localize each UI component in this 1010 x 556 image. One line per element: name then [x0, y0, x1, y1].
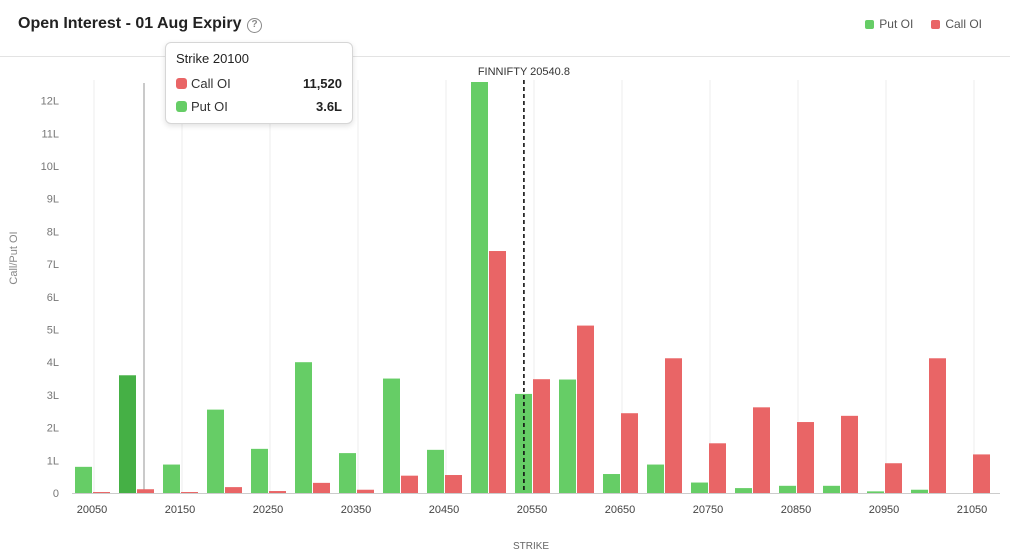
put-oi-bar-21000: [911, 489, 928, 493]
put-oi-bar-20900: [823, 485, 840, 493]
call-oi-bar-20700: [665, 358, 682, 493]
put-oi-bar-20250: [251, 448, 268, 493]
call-oi-bar-20050: [93, 492, 110, 494]
x-tick-label: 21050: [957, 504, 988, 516]
x-tick-label: 20050: [77, 504, 108, 516]
x-tick-label: 20150: [165, 504, 196, 516]
put-oi-swatch: [865, 19, 875, 29]
put-oi-bar-20050: [75, 466, 92, 493]
legend-label-put-oi: Put OI: [879, 17, 914, 31]
y-tick-label: 11L: [41, 128, 59, 140]
x-axis-label: STRIKE: [513, 541, 549, 552]
put-oi-bar-20100: [119, 375, 136, 493]
put-oi-bar-20850: [779, 485, 796, 493]
legend-label-call-oi: Call OI: [945, 17, 982, 31]
put-oi-bar-20750: [691, 482, 708, 493]
call-oi-bar-20600: [577, 325, 594, 493]
call-oi-bar-20300: [313, 482, 330, 493]
y-tick-label: 8L: [47, 226, 59, 238]
call-oi-bar-20100: [137, 489, 154, 493]
x-tick-label: 20350: [341, 504, 372, 516]
call-oi-bar-20800: [753, 407, 770, 493]
y-tick-label: 7L: [47, 259, 59, 271]
tooltip-title: Strike 20100: [176, 51, 249, 66]
x-tick-label: 20250: [253, 504, 284, 516]
chart-title: Open Interest - 01 Aug Expiry: [18, 15, 242, 32]
tooltip-row-put-oi: Put OI 3.6L: [176, 95, 342, 118]
legend-item-call-oi[interactable]: Call OI: [931, 17, 982, 31]
y-tick-label: 1L: [47, 455, 59, 467]
call-oi-bar-20200: [225, 487, 242, 493]
put-oi-bar-20300: [295, 362, 312, 493]
y-tick-label: 10L: [41, 161, 59, 173]
call-oi-bar-20900: [841, 415, 858, 493]
call-oi-bar-20500: [489, 251, 506, 493]
y-tick-label: 3L: [47, 390, 59, 402]
put-oi-bar-20650: [603, 474, 620, 493]
put-oi-bar-20450: [427, 449, 444, 493]
tooltip-label-call-oi: Call OI: [191, 76, 231, 91]
call-oi-bar-21050: [973, 454, 990, 493]
put-oi-bar-20950: [867, 491, 884, 493]
spot-price-label: FINNIFTY 20540.8: [478, 66, 570, 78]
x-tick-label: 20550: [517, 504, 548, 516]
legend-item-put-oi[interactable]: Put OI: [865, 17, 913, 31]
call-oi-bar-20450: [445, 475, 462, 493]
call-oi-bar-20850: [797, 422, 814, 493]
y-tick-label: 5L: [47, 325, 59, 337]
x-tick-label: 20850: [781, 504, 812, 516]
call-oi-bar-20650: [621, 413, 638, 493]
call-oi-bar-20250: [269, 491, 286, 493]
hover-tooltip: Strike 20100 Call OI 11,520 Put OI 3.6L: [165, 42, 353, 124]
x-tick-label: 20950: [869, 504, 900, 516]
put-oi-dot: [176, 101, 187, 112]
put-oi-bar-20150: [163, 464, 180, 493]
call-oi-bar-20950: [885, 463, 902, 493]
tooltip-row-call-oi: Call OI 11,520: [176, 72, 342, 95]
call-oi-bar-20550: [533, 379, 550, 493]
tooltip-label-put-oi: Put OI: [191, 99, 228, 114]
put-oi-bar-20800: [735, 488, 752, 493]
tooltip-value-call-oi: 11,520: [302, 76, 342, 91]
put-oi-bar-20600: [559, 379, 576, 493]
put-oi-bar-20200: [207, 409, 224, 493]
y-tick-label: 12L: [41, 96, 59, 108]
y-axis-label: Call/Put OI: [8, 231, 20, 284]
call-oi-dot: [176, 78, 187, 89]
x-tick-label: 20750: [693, 504, 724, 516]
put-oi-bar-20350: [339, 453, 356, 493]
put-oi-bar-20400: [383, 378, 400, 493]
question-circle-icon[interactable]: ?: [247, 18, 262, 33]
call-oi-bar-20750: [709, 443, 726, 493]
call-oi-bar-21000: [929, 358, 946, 493]
y-tick-label: 6L: [47, 292, 59, 304]
tooltip-value-put-oi: 3.6L: [315, 99, 342, 114]
call-oi-swatch: [931, 19, 941, 29]
call-oi-bar-20400: [401, 475, 418, 493]
put-oi-bar-20550: [515, 393, 532, 493]
x-tick-label: 20650: [605, 504, 636, 516]
chart-header: Open Interest - 01 Aug Expiry ? Put OI C…: [0, 0, 1010, 57]
call-oi-bar-20150: [181, 492, 198, 494]
put-oi-bar-20500: [471, 82, 488, 493]
chart-legend: Put OI Call OI: [865, 17, 982, 31]
y-tick-label: 2L: [47, 423, 59, 435]
put-oi-bar-20700: [647, 464, 664, 493]
y-tick-label: 9L: [47, 194, 59, 206]
y-tick-label: 4L: [47, 357, 59, 369]
y-tick-label: 0: [53, 488, 59, 500]
call-oi-bar-20350: [357, 489, 374, 493]
x-tick-label: 20450: [429, 504, 460, 516]
